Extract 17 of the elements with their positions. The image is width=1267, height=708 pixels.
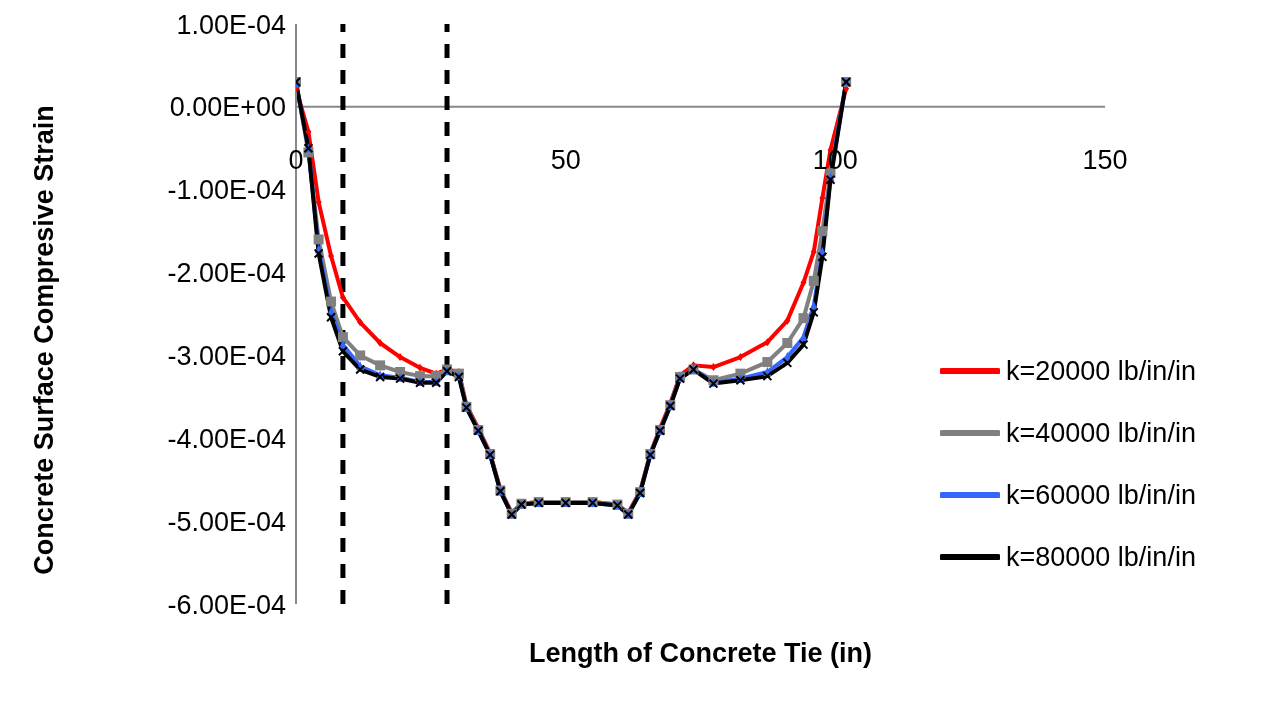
legend-label: k=20000 lb/in/in: [1006, 355, 1196, 387]
legend-label: k=40000 lb/in/in: [1006, 417, 1196, 449]
x-tick-label: 150: [1082, 145, 1128, 176]
y-tick-label: 0.00E+00: [169, 92, 286, 123]
x-axis-title: Length of Concrete Tie (in): [529, 638, 872, 668]
x-tick-label: 50: [550, 145, 581, 176]
legend-label: k=60000 lb/in/in: [1006, 479, 1196, 511]
y-tick-label: -4.00E-04: [167, 423, 286, 454]
y-tick-label: -1.00E-04: [167, 175, 286, 206]
y-tick-label: 1.00E-04: [176, 9, 286, 40]
legend-label: k=80000 lb/in/in: [1006, 541, 1196, 573]
x-tick-label: 0: [288, 145, 304, 176]
y-axis-title: Concrete Surface Compresive Strain: [28, 104, 60, 577]
y-tick-label: -6.00E-04: [167, 589, 286, 620]
y-tick-label: -5.00E-04: [167, 506, 286, 537]
y-tick-label: -3.00E-04: [167, 341, 286, 372]
y-tick-label: -2.00E-04: [167, 258, 286, 289]
